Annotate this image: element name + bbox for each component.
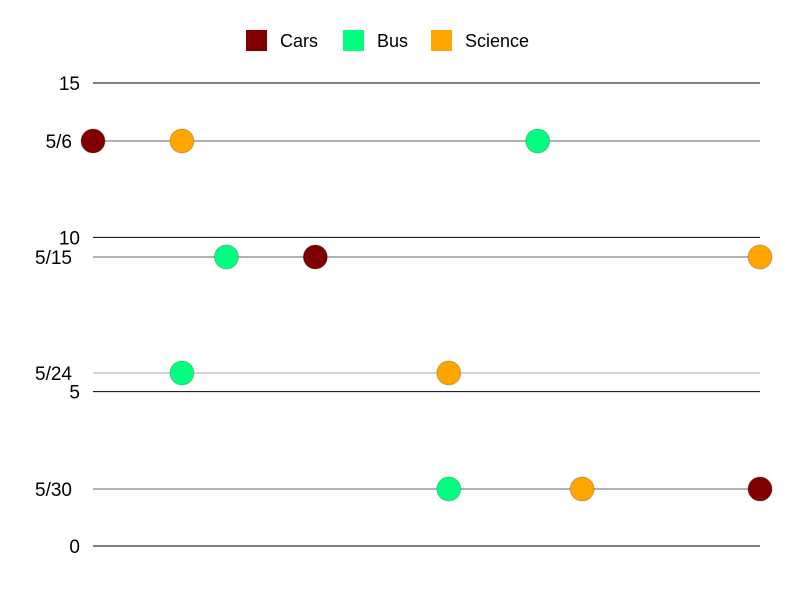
- gridlines: [93, 82, 760, 547]
- data-point-cars: [747, 476, 773, 502]
- data-point-science: [169, 128, 195, 154]
- data-points: [80, 128, 773, 502]
- data-point-bus: [525, 128, 551, 154]
- data-point-science: [436, 360, 462, 386]
- legend-label-cars: Cars: [280, 31, 318, 51]
- data-point-bus: [213, 244, 239, 270]
- y-tick-label: 10: [59, 228, 80, 249]
- data-point-bus: [169, 360, 195, 386]
- y-tick-label: 0: [69, 537, 80, 558]
- category-lines: 5/6 5/15 5/24 5/30: [35, 132, 760, 501]
- category-label: 5/6: [46, 132, 72, 153]
- legend: Cars Bus Science: [246, 30, 529, 51]
- legend-label-science: Science: [465, 31, 529, 51]
- category-label: 5/24: [35, 364, 72, 385]
- legend-swatch-bus: [343, 30, 364, 51]
- y-tick-label: 15: [59, 74, 80, 95]
- y-tick-label: 5: [69, 383, 80, 404]
- legend-label-bus: Bus: [377, 31, 408, 51]
- data-point-cars: [302, 244, 328, 270]
- data-point-science: [747, 244, 773, 270]
- data-point-cars: [80, 128, 106, 154]
- legend-swatch-cars: [246, 30, 267, 51]
- data-point-bus: [436, 476, 462, 502]
- y-axis-ticks: 0 5 10 15: [59, 74, 80, 558]
- legend-swatch-science: [431, 30, 452, 51]
- category-label: 5/15: [35, 248, 72, 269]
- category-label: 5/30: [35, 480, 72, 501]
- data-point-science: [569, 476, 595, 502]
